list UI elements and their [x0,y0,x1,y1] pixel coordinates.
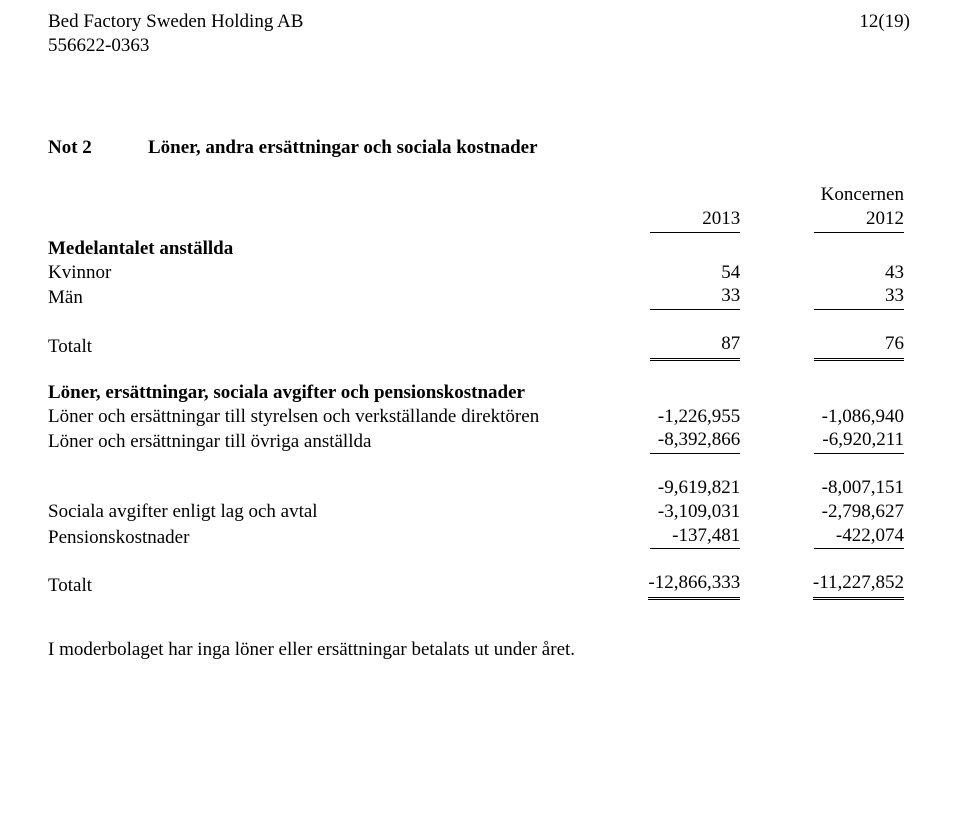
page-number: 12(19) [859,10,910,34]
pension-y2: -422,074 [814,524,904,550]
sociala-label: Sociala avgifter enligt lag och avtal [48,500,582,524]
section2-heading-row: Löner, ersättningar, sociala avgifter oc… [48,359,910,405]
sociala-row: Sociala avgifter enligt lag och avtal -3… [48,500,910,524]
section2-total-label: Totalt [48,549,582,598]
year-1: 2013 [650,207,740,233]
kvinnor-y1: 54 [650,261,740,285]
sociala-y2: -2,798,627 [814,500,904,524]
section1-total-label: Totalt [48,310,582,359]
financial-table: Koncernen 2013 2012 Medelantalet anställ… [48,183,910,598]
kvinnor-row: Kvinnor 54 43 [48,261,910,285]
ovriga-y2: -6,920,211 [814,428,904,454]
years-row: 2013 2012 [48,207,910,233]
ovriga-row: Löner och ersättningar till övriga anstä… [48,428,910,454]
sociala-y1: -3,109,031 [650,500,740,524]
org-number: 556622-0363 [48,34,303,58]
note-label: Not 2 [48,136,148,160]
subtotal-row: -9,619,821 -8,007,151 [48,454,910,500]
footnote: I moderbolaget har inga löner eller ersä… [48,638,910,662]
section1-total-y2: 76 [814,332,904,359]
direkt-label: Löner och ersättningar till styrelsen oc… [48,405,582,429]
man-row: Män 33 33 [48,284,910,310]
section2-heading: Löner, ersättningar, sociala avgifter oc… [48,359,582,405]
section2-total-y1: -12,866,333 [648,571,740,598]
ovriga-label: Löner och ersättningar till övriga anstä… [48,428,582,454]
koncernen-heading: Koncernen [814,183,904,207]
section2-total-row: Totalt -12,866,333 -11,227,852 [48,549,910,598]
man-y2: 33 [814,284,904,310]
section1-heading: Medelantalet anställda [48,233,582,261]
pension-label: Pensionskostnader [48,524,582,550]
pension-y1: -137,481 [650,524,740,550]
ovriga-y1: -8,392,866 [650,428,740,454]
direkt-y2: -1,086,940 [814,405,904,429]
subtotal-y2: -8,007,151 [814,476,904,500]
section2-total-y2: -11,227,852 [813,571,904,598]
page-header: Bed Factory Sweden Holding AB 556622-036… [48,10,910,58]
direkt-y1: -1,226,955 [650,405,740,429]
subtotal-y1: -9,619,821 [650,476,740,500]
year-2: 2012 [814,207,904,233]
header-left: Bed Factory Sweden Holding AB 556622-036… [48,10,303,58]
note-heading: Not 2 Löner, andra ersättningar och soci… [48,136,910,160]
kvinnor-label: Kvinnor [48,261,582,285]
man-label: Män [48,284,582,310]
section1-heading-row: Medelantalet anställda [48,233,910,261]
section1-total-y1: 87 [650,332,740,359]
koncernen-row: Koncernen [48,183,910,207]
note-title: Löner, andra ersättningar och sociala ko… [148,136,538,160]
pension-row: Pensionskostnader -137,481 -422,074 [48,524,910,550]
kvinnor-y2: 43 [814,261,904,285]
direkt-row: Löner och ersättningar till styrelsen oc… [48,405,910,429]
company-name: Bed Factory Sweden Holding AB [48,10,303,34]
section1-total-row: Totalt 87 76 [48,310,910,359]
man-y1: 33 [650,284,740,310]
